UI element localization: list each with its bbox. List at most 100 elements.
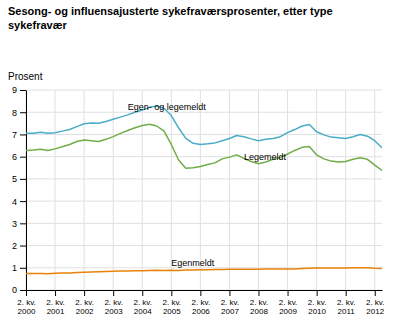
y-axis-line [26,91,27,291]
x-axis: 2. kv.2000 2. kv.2001 2. kv.2002 2. kv.2003… [17,290,384,316]
x-tick: 2. kv.2005 [163,290,182,316]
x-tick: 2. kv.2010 [308,290,327,316]
x-tick-label: 2. kv.2002 [75,298,94,316]
y-tick-label: 2 [12,241,17,251]
x-grid-line [258,90,259,290]
y-tick-label: 7 [12,130,17,140]
annotation: Egen- og legemeldt [128,102,207,112]
y-tick-mark [20,90,26,91]
y-grid-line [26,201,382,202]
line [26,124,382,170]
y-axis-label: Prosent [8,71,43,82]
y-tick-mark [20,223,26,224]
x-tick: 2. kv.2001 [46,290,65,316]
x-tick-mark [229,290,230,296]
y-grid-line [26,112,382,113]
y-tick: 6 [12,152,26,162]
x-tick-mark [375,290,376,296]
y-tick: 8 [12,108,26,118]
x-grid-line [229,90,230,290]
y-tick-mark [20,290,26,291]
y-grid-line [26,223,382,224]
x-tick-mark [142,290,143,296]
y-tick-label: 1 [12,263,17,273]
y-tick-label: 3 [12,219,17,229]
y-grid-line [26,134,382,135]
x-grid-line [55,90,56,290]
x-tick: 2. kv.2012 [366,290,385,316]
x-grid-line [142,90,143,290]
x-tick-label: 2. kv.2003 [104,298,123,316]
x-tick: 2. kv.2004 [133,290,152,316]
annotation: Egenmeldt [171,258,215,268]
x-tick-mark [84,290,85,296]
x-tick: 2. kv.2006 [192,290,211,316]
y-axis: 0 1 2 3 4 5 6 7 8 9 [12,85,27,295]
x-grid-line [374,90,375,290]
x-grid-line [345,90,346,290]
x-tick-mark [55,290,56,296]
x-tick-mark [171,290,172,296]
x-tick: 2. kv.2007 [221,290,240,316]
y-tick-mark [20,268,26,269]
x-tick: 2. kv.2011 [337,290,356,316]
x-grid-line [287,90,288,290]
line [26,268,382,274]
y-tick-mark [20,157,26,158]
annotation: Legemeldt [244,152,287,162]
x-tick-mark [200,290,201,296]
plot-area: 0 1 2 3 4 5 6 7 8 9 2. kv.2000 2. kv.2001 2. kv.2002… [12,85,385,316]
y-tick-mark [20,246,26,247]
x-axis-line [27,290,383,291]
y-tick-label: 6 [12,152,17,162]
y-tick-mark [20,201,26,202]
x-tick-mark [26,290,27,296]
x-tick-label: 2. kv.2010 [308,298,327,316]
x-tick-label: 2. kv.2000 [17,298,36,316]
y-tick: 3 [12,219,26,229]
y-tick: 2 [12,241,26,251]
y-grid-line [26,90,382,91]
x-tick-label: 2. kv.2011 [337,298,356,316]
x-tick: 2. kv.2009 [279,290,298,316]
x-tick-label: 2. kv.2012 [366,298,385,316]
x-tick-label: 2. kv.2009 [279,298,298,316]
x-tick-mark [317,290,318,296]
y-tick-label: 0 [12,285,17,295]
y-tick-mark [20,134,26,135]
grid [26,90,382,290]
lines [26,106,382,274]
chart: Sesong- og influensajusterte sykefraværs… [0,0,398,324]
title: Sesong- og influensajusterte sykefraværs… [8,5,333,31]
y-tick-label: 5 [12,174,17,184]
x-tick-mark [288,290,289,296]
annotations: Egen- og legemeldt Legemeldt Egenmeldt [128,102,287,268]
x-tick-label: 2. kv.2004 [133,298,152,316]
y-grid-line [26,178,382,179]
x-tick-label: 2. kv.2006 [192,298,211,316]
y-tick-label: 4 [12,196,17,206]
x-tick: 2. kv.2008 [250,290,269,316]
x-grid-line [84,90,85,290]
y-grid-line [26,245,382,246]
y-tick: 1 [12,263,26,273]
x-tick-mark [258,290,259,296]
x-tick-label: 2. kv.2001 [46,298,65,316]
y-grid-line [26,290,382,291]
y-tick: 0 [12,285,26,295]
y-tick: 5 [12,174,26,184]
y-grid-line [26,156,382,157]
x-tick-label: 2. kv.2007 [221,298,240,316]
y-tick: 7 [12,130,26,140]
y-tick-label: 8 [12,108,17,118]
x-tick: 2. kv.2003 [104,290,123,316]
x-tick: 2. kv.2000 [17,290,36,316]
y-tick-mark [20,112,26,113]
y-tick: 9 [12,85,26,95]
x-tick-mark [346,290,347,296]
y-tick-mark [20,179,26,180]
x-tick-mark [113,290,114,296]
x-tick-label: 2. kv.2008 [250,298,269,316]
y-tick: 4 [12,196,26,206]
x-tick-label: 2. kv.2005 [163,298,182,316]
